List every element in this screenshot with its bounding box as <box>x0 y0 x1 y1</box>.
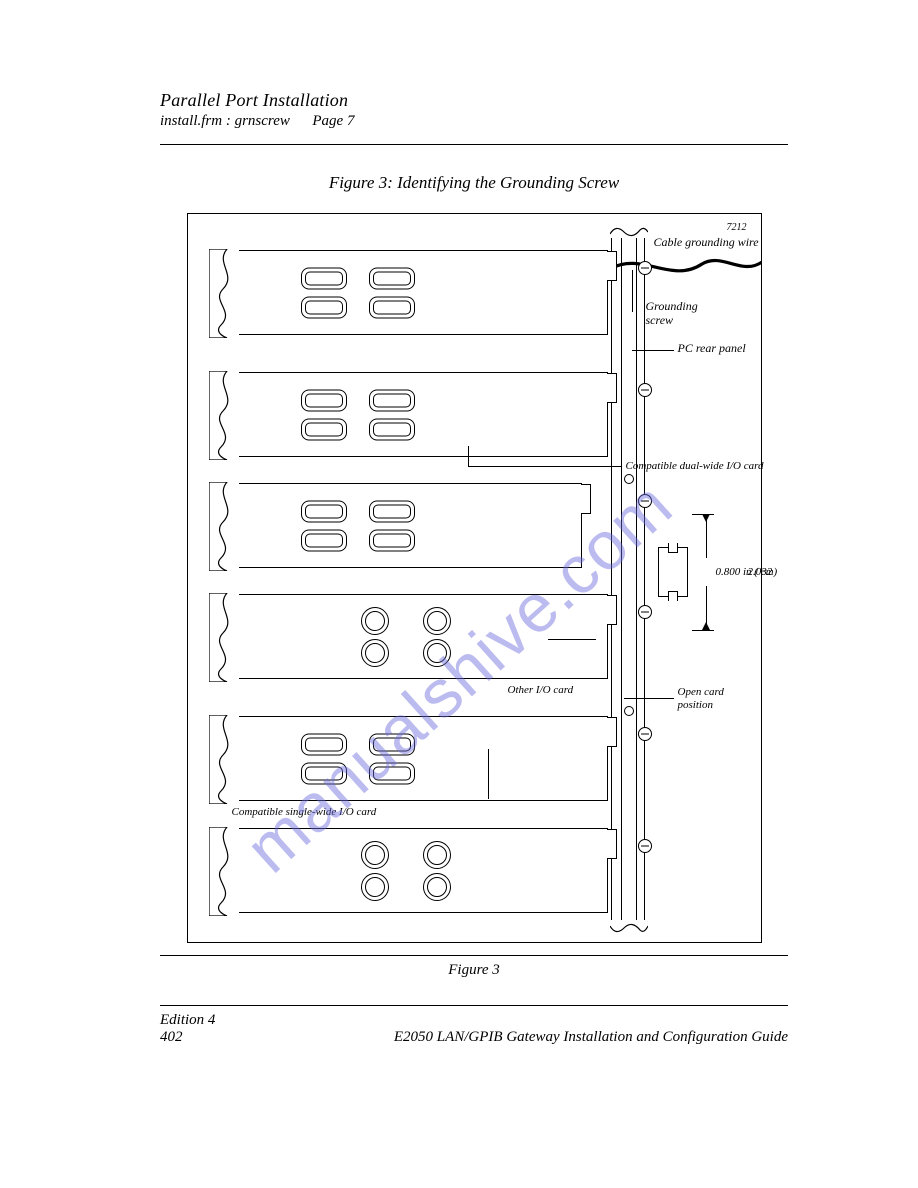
card-screw-icon <box>638 839 652 853</box>
footer: Edition 4 402 E2050 LAN/GPIB Gateway Ins… <box>160 1012 788 1046</box>
io-card <box>210 250 608 335</box>
port-rect-icon <box>369 733 415 755</box>
port-circle-icon <box>423 873 451 901</box>
port-rect-icon <box>301 762 347 784</box>
header-file-text: install.frm : grnscrew <box>160 113 290 129</box>
port-circle-icon <box>423 607 451 635</box>
header-title: Parallel Port Installation <box>160 90 788 111</box>
port-circle-icon <box>361 841 389 869</box>
header-file: install.frm : grnscrew Page 7 <box>160 113 788 130</box>
leader-dual-wide <box>468 466 622 467</box>
card-screw-icon <box>638 383 652 397</box>
leader-single-wide <box>488 749 489 799</box>
port-circle-icon <box>423 841 451 869</box>
leader-open-position <box>624 698 674 699</box>
page-header: Parallel Port Installation install.frm :… <box>160 90 788 130</box>
card-screw-icon <box>638 261 652 275</box>
io-card <box>210 594 608 679</box>
port-rect-icon <box>301 500 347 522</box>
dim-cm: 2.032 <box>748 566 773 579</box>
port-circle-icon <box>361 873 389 901</box>
dim-inches: 0.800 <box>716 566 741 578</box>
card-screw-icon <box>638 727 652 741</box>
leader-grounding-screw <box>632 270 633 312</box>
port-rect-icon <box>301 389 347 411</box>
figure-bottom-rule <box>160 955 788 956</box>
rail-hole <box>624 474 634 484</box>
figure-number: 7212 <box>727 222 747 233</box>
leader-rear-panel <box>632 350 674 351</box>
figure-box: 7212 Cable grounding wire Grounding scre… <box>187 213 762 943</box>
footer-product: E2050 LAN/GPIB Gateway Installation and … <box>394 1029 788 1046</box>
footer-code: 402 <box>160 1029 215 1046</box>
leader-other-card <box>548 639 596 640</box>
label-other-card: Other I/O card <box>508 684 574 697</box>
io-card <box>210 483 582 568</box>
label-grounding-screw: Grounding screw <box>646 300 698 328</box>
label-dual-wide: Compatible dual-wide I/O card <box>626 460 764 473</box>
io-card <box>210 716 608 801</box>
footer-edition: Edition 4 <box>160 1012 215 1029</box>
rail-hole <box>624 706 634 716</box>
port-circle-icon <box>361 639 389 667</box>
port-rect-icon <box>301 529 347 551</box>
port-rect-icon <box>301 267 347 289</box>
port-rect-icon <box>369 529 415 551</box>
port-rect-icon <box>369 762 415 784</box>
port-rect-icon <box>369 418 415 440</box>
dimension-icon <box>658 547 688 597</box>
port-rect-icon <box>301 418 347 440</box>
label-cable: Cable grounding wire <box>654 236 759 250</box>
header-rule <box>160 144 788 145</box>
port-rect-icon <box>369 267 415 289</box>
port-rect-icon <box>369 500 415 522</box>
port-rect-icon <box>369 389 415 411</box>
label-open-position: Open card position <box>678 686 724 711</box>
port-rect-icon <box>301 296 347 318</box>
card-screw-icon <box>638 494 652 508</box>
section-heading: Figure 3: Identifying the Grounding Scre… <box>160 173 788 193</box>
footer-rule <box>160 1005 788 1006</box>
card-screw-icon <box>638 605 652 619</box>
port-circle-icon <box>423 639 451 667</box>
port-rect-icon <box>301 733 347 755</box>
cable-wire <box>612 250 762 290</box>
label-rear-panel: PC rear panel <box>678 342 746 356</box>
pc-rear-rail <box>611 226 645 932</box>
header-page-text: Page 7 <box>312 113 354 129</box>
dimension-bracket: 0.800 in ( cm) 2.032 <box>658 512 714 632</box>
io-card <box>210 828 608 913</box>
port-rect-icon <box>369 296 415 318</box>
io-card <box>210 372 608 457</box>
label-single-wide: Compatible single-wide I/O card <box>232 806 377 819</box>
port-circle-icon <box>361 607 389 635</box>
figure-caption: Figure 3 <box>160 962 788 979</box>
